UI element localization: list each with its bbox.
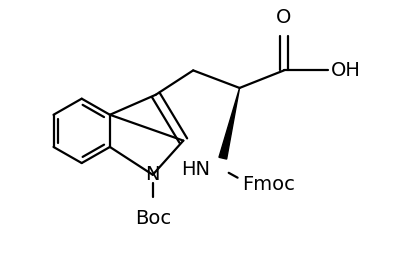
Text: Fmoc: Fmoc <box>242 175 295 194</box>
Text: HN: HN <box>181 160 210 179</box>
Polygon shape <box>219 88 239 159</box>
Text: N: N <box>146 165 160 184</box>
Text: O: O <box>276 8 292 26</box>
Text: OH: OH <box>331 61 361 80</box>
Text: Boc: Boc <box>135 209 171 228</box>
